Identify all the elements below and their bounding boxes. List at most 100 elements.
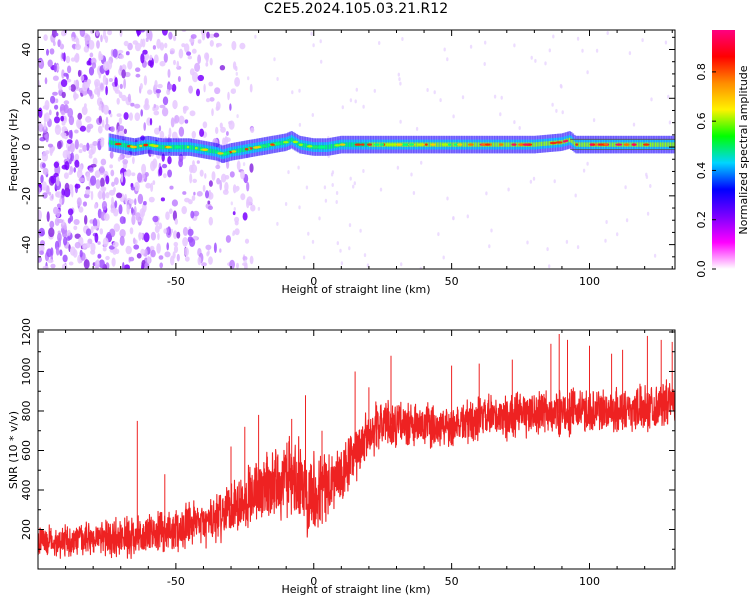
colorbar-tick-label: 0.6: [695, 112, 708, 130]
noise-speckle: [168, 31, 173, 40]
noise-speckle: [153, 110, 160, 116]
noise-speckle: [173, 245, 179, 253]
noise-speckle: [154, 79, 158, 89]
noise-speckle: [74, 233, 81, 239]
noise-speckle: [667, 94, 670, 99]
snr-ylabel: SNR (10 * v/v): [7, 411, 20, 489]
noise-speckle: [236, 262, 239, 269]
noise-speckle: [132, 156, 135, 165]
noise-speckle: [105, 255, 110, 261]
noise-speckle: [170, 228, 173, 234]
ridge-hotspot: [522, 143, 530, 146]
noise-speckle: [349, 176, 352, 181]
noise-speckle: [41, 181, 47, 191]
noise-speckle: [103, 61, 110, 71]
colorbar-ticks: 0.0 0.2 0.4 0.6 0.8: [695, 63, 716, 278]
noise-speckle: [99, 53, 104, 61]
noise-speckle: [104, 123, 110, 131]
noise-speckle: [182, 106, 187, 114]
noise-speckle: [137, 172, 143, 183]
noise-speckle: [127, 60, 133, 70]
noise-speckle: [39, 245, 45, 252]
noise-speckle: [187, 228, 194, 237]
ridge-hotspot: [217, 152, 224, 155]
noise-speckle: [439, 98, 442, 103]
noise-speckle: [171, 83, 177, 92]
noise-speckle: [64, 182, 70, 192]
ridge-hotspot: [485, 143, 491, 146]
noise-speckle: [85, 228, 92, 236]
noise-speckle: [59, 249, 63, 256]
noise-speckle: [90, 163, 97, 168]
noise-speckle: [66, 78, 72, 83]
noise-speckle: [73, 225, 78, 231]
noise-speckle: [488, 244, 491, 249]
noise-speckle: [576, 245, 580, 250]
noise-speckle: [54, 116, 60, 124]
noise-speckle: [653, 253, 657, 258]
noise-speckle: [78, 143, 84, 148]
noise-speckle: [84, 215, 88, 225]
noise-speckle: [105, 85, 108, 96]
noise-speckle: [335, 191, 339, 195]
noise-speckle: [95, 179, 101, 190]
ridge-hotspot: [632, 143, 636, 146]
noise-speckle: [57, 39, 61, 48]
noise-speckle: [86, 90, 93, 95]
noise-speckle: [199, 128, 205, 137]
noise-speckle: [94, 232, 99, 243]
noise-speckle: [60, 132, 67, 138]
noise-speckle: [526, 240, 529, 245]
noise-speckle: [119, 235, 125, 246]
noise-speckle: [154, 127, 160, 135]
noise-speckle: [80, 75, 85, 82]
y-tick-label: 20: [20, 91, 33, 105]
noise-speckle: [565, 239, 569, 244]
noise-speckle: [302, 255, 306, 260]
ridge-hotspot: [298, 143, 303, 146]
noise-speckle: [469, 44, 473, 49]
ridge-hotspot: [322, 145, 326, 149]
colorbar: 0.0 0.2 0.4 0.6 0.8 Normalized spectral ampl…: [695, 30, 750, 278]
noise-speckle: [122, 262, 125, 269]
noise-speckle: [158, 255, 164, 260]
noise-speckle: [90, 242, 96, 252]
noise-speckle: [56, 176, 60, 187]
noise-speckle: [400, 262, 403, 267]
noise-speckle: [57, 232, 62, 243]
y-tick-label: 200: [20, 519, 33, 540]
ridge-hotspot: [334, 144, 341, 147]
noise-speckle: [156, 38, 161, 49]
noise-speckle: [191, 48, 197, 54]
noise-speckle: [544, 61, 547, 66]
noise-speckle: [124, 264, 130, 269]
noise-speckle: [109, 164, 113, 169]
noise-speckle: [86, 60, 91, 66]
noise-speckle: [257, 206, 261, 211]
noise-speckle: [109, 113, 113, 118]
noise-speckle: [100, 34, 103, 43]
spectrogram-xlabel: Height of straight line (km): [281, 283, 430, 296]
ridge-hotspot: [430, 143, 436, 146]
noise-speckle: [232, 232, 235, 237]
noise-speckle: [202, 184, 206, 192]
noise-speckle: [530, 55, 533, 60]
noise-speckle: [182, 226, 189, 236]
noise-speckle: [55, 32, 59, 37]
noise-speckle: [318, 216, 321, 221]
noise-speckle: [97, 125, 103, 134]
noise-speckle: [234, 228, 240, 236]
ridge-hotspot: [149, 144, 155, 147]
noise-speckle: [172, 99, 178, 110]
ridge-hotspot: [194, 147, 198, 150]
noise-speckle: [88, 154, 93, 159]
noise-speckle: [98, 115, 103, 124]
noise-speckle: [189, 173, 193, 184]
noise-speckle: [136, 253, 142, 259]
noise-speckle: [641, 38, 644, 43]
noise-speckle: [595, 48, 599, 53]
noise-speckle: [76, 169, 83, 179]
noise-speckle: [490, 228, 493, 233]
noise-speckle: [132, 237, 136, 245]
noise-speckle: [82, 201, 87, 207]
